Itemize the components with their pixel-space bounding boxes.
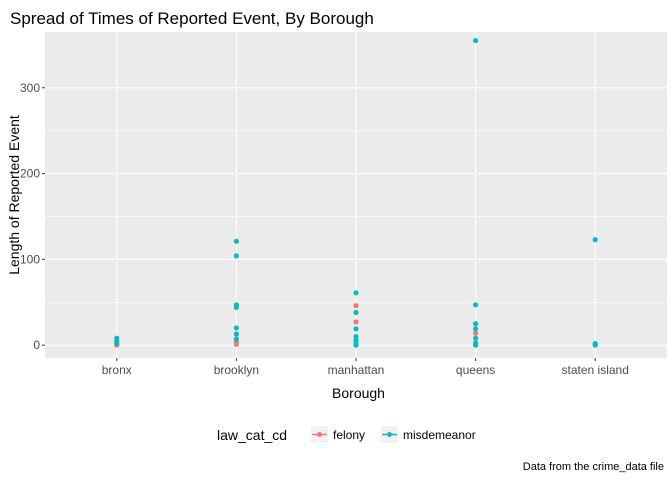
y-axis: 0 100 200 300 bbox=[20, 81, 45, 352]
data-point-misdemeanor bbox=[473, 37, 479, 44]
data-point-misdemeanor bbox=[233, 336, 239, 342]
y-axis-title: Length of Reported Event bbox=[6, 115, 22, 275]
data-point-misdemeanor bbox=[353, 290, 359, 296]
data-point-misdemeanor bbox=[233, 238, 239, 244]
x-tick-label: manhattan bbox=[328, 363, 385, 377]
data-point-misdemeanor bbox=[592, 342, 598, 348]
data-point-misdemeanor bbox=[114, 340, 120, 347]
legend-title: law_cat_cd bbox=[217, 427, 287, 443]
data-point-misdemeanor bbox=[233, 325, 239, 331]
legend: law_cat_cd felony misdemeanor bbox=[217, 426, 476, 443]
legend-dot-misdemeanor bbox=[387, 432, 392, 437]
y-tick-label: 0 bbox=[33, 338, 40, 352]
data-point-felony bbox=[353, 319, 359, 325]
x-tick-label: staten island bbox=[562, 363, 629, 377]
data-point-misdemeanor bbox=[592, 237, 598, 243]
y-tick-label: 100 bbox=[20, 252, 40, 266]
data-point-felony bbox=[353, 303, 359, 309]
data-point-misdemeanor bbox=[473, 321, 479, 327]
legend-item-felony: felony bbox=[311, 426, 365, 443]
x-tick-label: bronx bbox=[102, 363, 132, 377]
data-point-misdemeanor bbox=[473, 326, 479, 332]
legend-item-misdemeanor: misdemeanor bbox=[381, 426, 476, 443]
data-point-misdemeanor bbox=[473, 342, 479, 348]
chart-caption: Data from the crime_data file bbox=[523, 461, 664, 473]
legend-label-misdemeanor: misdemeanor bbox=[403, 428, 476, 442]
chart-title: Spread of Times of Reported Event, By Bo… bbox=[10, 9, 374, 28]
data-point-misdemeanor bbox=[233, 331, 239, 337]
y-tick-label: 200 bbox=[20, 167, 40, 181]
data-points bbox=[114, 37, 598, 348]
y-tick-label: 300 bbox=[20, 81, 40, 95]
data-point-misdemeanor bbox=[353, 309, 359, 316]
x-axis: bronx brooklyn manhattan queens staten islan… bbox=[102, 358, 629, 377]
data-point-misdemeanor bbox=[233, 304, 239, 310]
data-point-misdemeanor bbox=[473, 302, 479, 308]
x-tick-label: brooklyn bbox=[214, 363, 259, 377]
data-point-misdemeanor bbox=[353, 326, 359, 332]
data-point-misdemeanor bbox=[353, 342, 359, 348]
x-axis-title: Borough bbox=[332, 385, 385, 401]
legend-label-felony: felony bbox=[333, 428, 365, 442]
data-point-misdemeanor bbox=[233, 253, 239, 259]
legend-dot-felony bbox=[317, 432, 322, 437]
data-point-misdemeanor bbox=[473, 335, 479, 341]
data-point-felony bbox=[473, 330, 479, 336]
x-tick-label: queens bbox=[456, 363, 495, 377]
